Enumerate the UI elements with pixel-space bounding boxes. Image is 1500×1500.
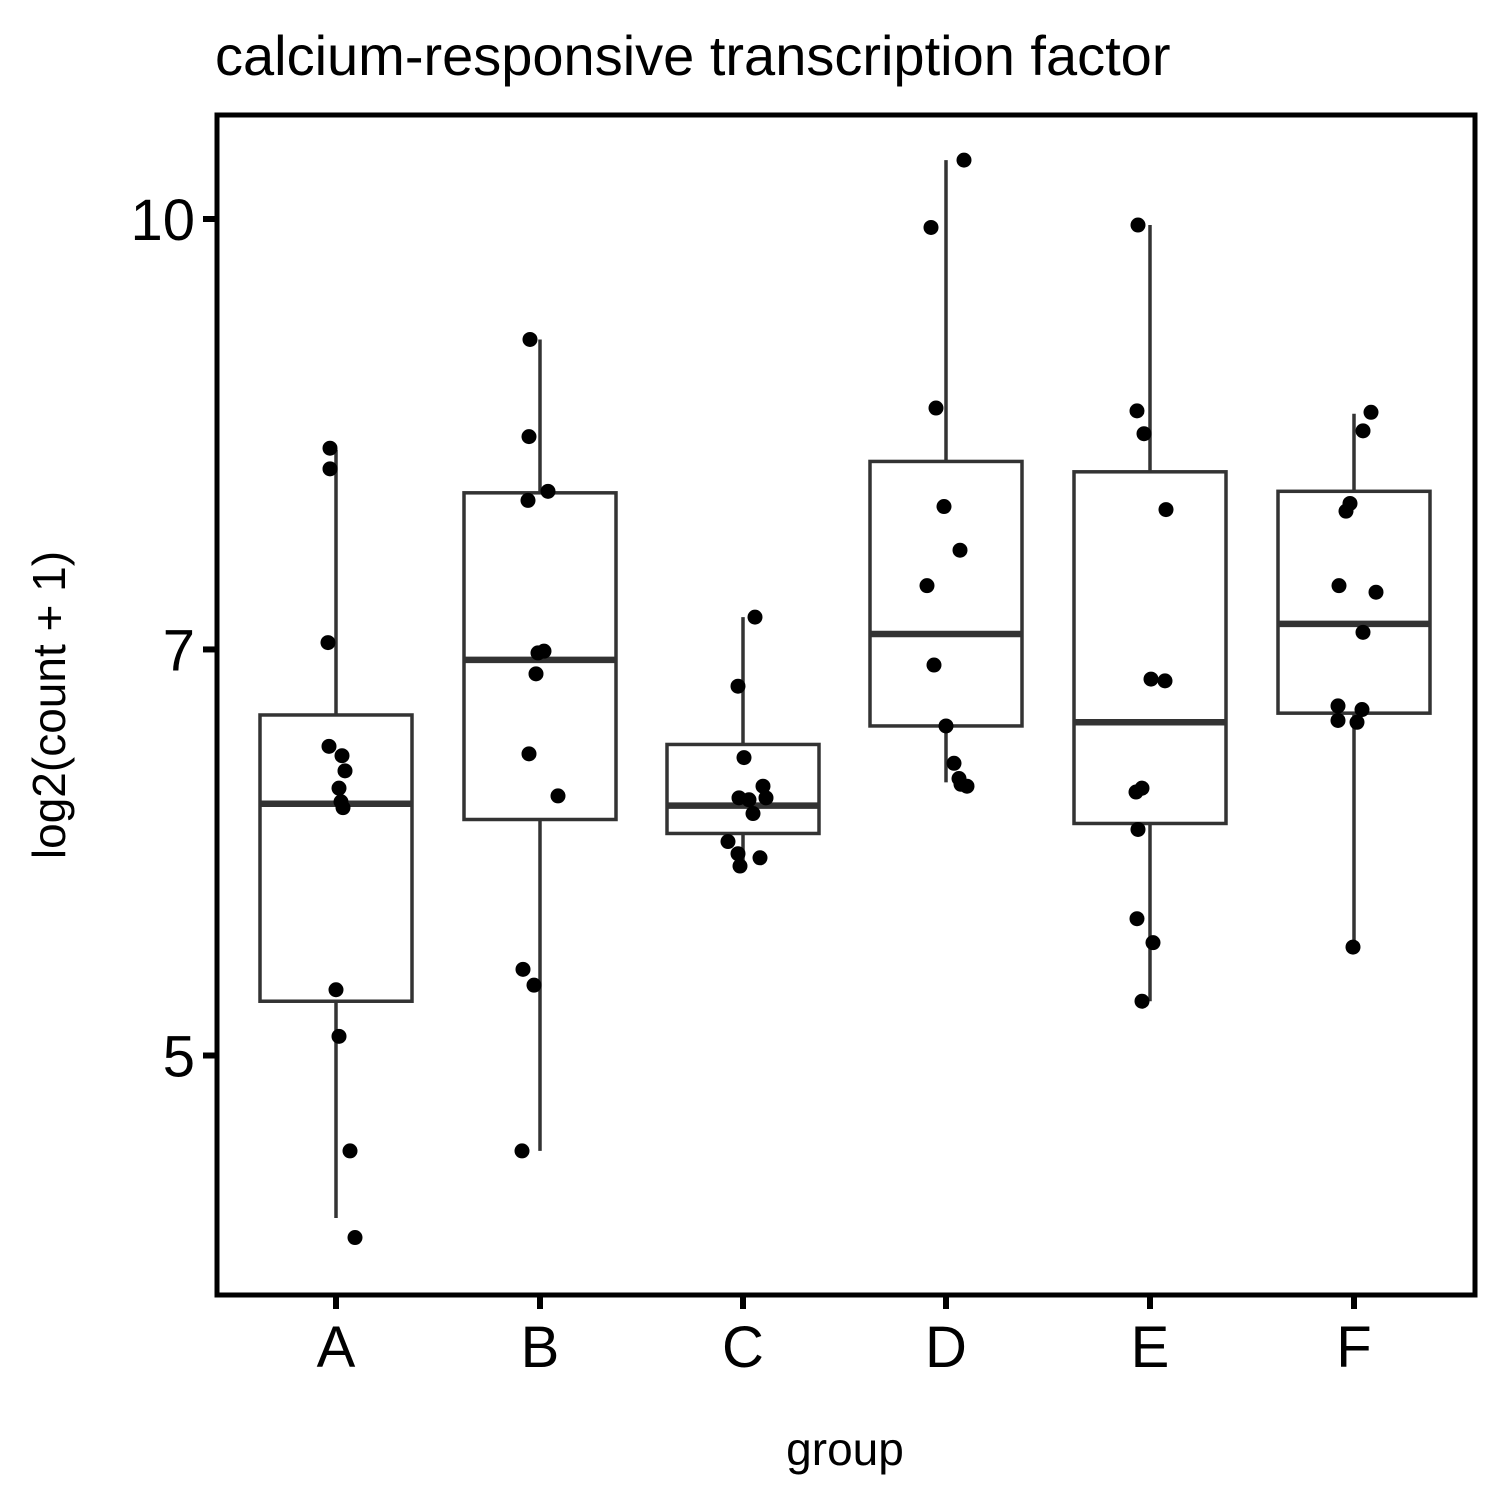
data-point: [1355, 624, 1371, 640]
data-point: [550, 788, 566, 804]
data-point: [752, 850, 768, 866]
data-point: [1368, 584, 1384, 600]
data-point: [331, 780, 347, 796]
data-point: [526, 977, 542, 993]
data-point: [521, 429, 537, 445]
data-point: [1143, 671, 1159, 687]
data-point: [959, 778, 975, 794]
data-point: [521, 746, 537, 762]
data-point: [1129, 403, 1145, 419]
data-point: [528, 666, 544, 682]
box: [258, 713, 414, 1003]
chart-title: calcium-responsive transcription factor: [215, 24, 1170, 87]
y-tick-label: 5: [163, 1025, 195, 1090]
y-axis-label: log2(count + 1): [23, 551, 75, 859]
data-point: [938, 718, 954, 734]
data-point: [1345, 939, 1361, 955]
x-axis: A B C D E F: [317, 1295, 1372, 1380]
data-point: [322, 440, 338, 456]
data-point: [1130, 217, 1146, 233]
data-point: [1355, 423, 1371, 439]
data-point: [741, 792, 757, 808]
box-group-C: [665, 617, 821, 871]
data-point: [956, 152, 972, 168]
data-point: [334, 748, 350, 764]
data-point: [1338, 503, 1354, 519]
data-point: [1129, 911, 1145, 927]
data-point: [522, 331, 538, 347]
data-point: [1130, 821, 1146, 837]
data-point: [952, 542, 968, 558]
y-tick-label: 7: [163, 618, 195, 683]
data-point: [747, 609, 763, 625]
data-point: [530, 645, 546, 661]
data-point: [1331, 578, 1347, 594]
data-point: [758, 790, 774, 806]
box-group-F: [1276, 413, 1432, 948]
y-tick-label: 10: [130, 188, 195, 253]
data-point: [1330, 712, 1346, 728]
x-tick-label: C: [722, 1315, 764, 1380]
box-group-A: [258, 449, 414, 1219]
data-point: [328, 982, 344, 998]
data-point: [320, 635, 336, 651]
data-point: [1134, 993, 1150, 1009]
x-tick-label: F: [1336, 1315, 1371, 1380]
data-point: [1330, 698, 1346, 714]
data-point: [730, 678, 746, 694]
data-point: [1145, 935, 1161, 951]
data-point: [347, 1230, 363, 1246]
data-point: [1136, 426, 1152, 442]
box: [1276, 489, 1432, 715]
data-point: [1363, 404, 1379, 420]
data-point: [1128, 784, 1144, 800]
data-point: [1349, 714, 1365, 730]
box-group-E: [1072, 225, 1228, 1002]
data-point: [732, 858, 748, 874]
x-tick-label: A: [317, 1315, 356, 1380]
box: [1072, 470, 1228, 826]
data-point: [520, 492, 536, 508]
data-point: [342, 1143, 358, 1159]
x-tick-label: B: [521, 1315, 560, 1380]
data-point: [540, 483, 556, 499]
data-point: [335, 800, 351, 816]
data-point: [745, 806, 761, 822]
x-axis-label: group: [786, 1423, 904, 1475]
data-point: [322, 461, 338, 477]
x-tick-label: E: [1131, 1315, 1170, 1380]
data-point: [515, 961, 531, 977]
data-point: [337, 763, 353, 779]
box-group-D: [868, 160, 1024, 783]
data-point: [936, 499, 952, 515]
plot-panel-border: [214, 112, 1478, 1298]
data-point: [730, 846, 746, 862]
data-point: [926, 657, 942, 673]
data-point: [928, 400, 944, 416]
data-point: [1354, 702, 1370, 718]
data-point: [321, 738, 337, 754]
data-point: [1158, 502, 1174, 518]
data-point: [514, 1143, 530, 1159]
data-point: [755, 778, 771, 794]
data-point: [720, 834, 736, 850]
points-layer: [320, 152, 1384, 1246]
data-point: [736, 750, 752, 766]
data-point: [331, 1028, 347, 1044]
data-point: [923, 219, 939, 235]
box-group-B: [462, 339, 618, 1151]
data-point: [946, 755, 962, 771]
data-point: [1157, 673, 1173, 689]
y-axis: 5 7 10: [130, 188, 217, 1090]
data-point: [919, 578, 935, 594]
boxes-layer: [258, 160, 1432, 1219]
x-tick-label: D: [925, 1315, 967, 1380]
